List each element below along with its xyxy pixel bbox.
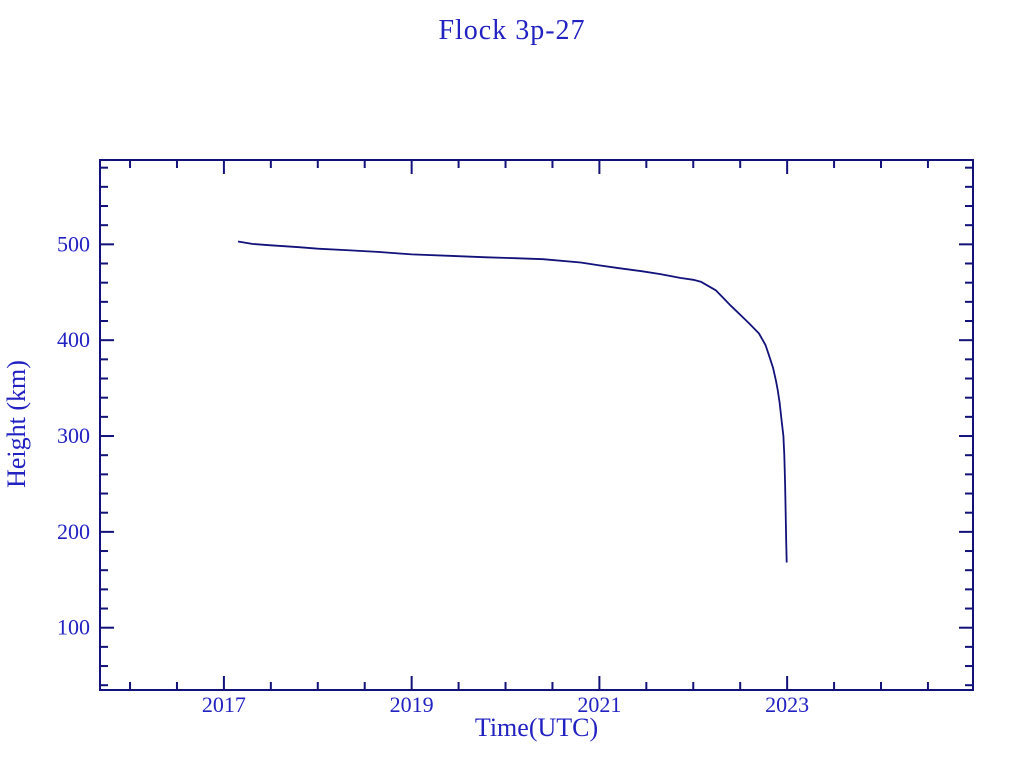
x-tick-label: 2017 xyxy=(202,692,246,717)
y-axis-label: Height (km) xyxy=(2,360,31,488)
x-tick-label: 2021 xyxy=(577,692,621,717)
x-axis-label: Time(UTC) xyxy=(474,713,599,742)
x-tick-label: 2019 xyxy=(390,692,434,717)
y-tick-label: 100 xyxy=(57,615,90,640)
y-tick-label: 500 xyxy=(57,231,90,256)
plot-frame xyxy=(99,159,974,691)
y-tick-label: 300 xyxy=(57,423,90,448)
y-tick-label: 200 xyxy=(57,519,90,544)
chart-title: Flock 3p-27 xyxy=(438,15,586,46)
x-tick-label: 2023 xyxy=(765,692,809,717)
y-tick-label: 400 xyxy=(57,327,90,352)
height-curve xyxy=(237,240,788,563)
